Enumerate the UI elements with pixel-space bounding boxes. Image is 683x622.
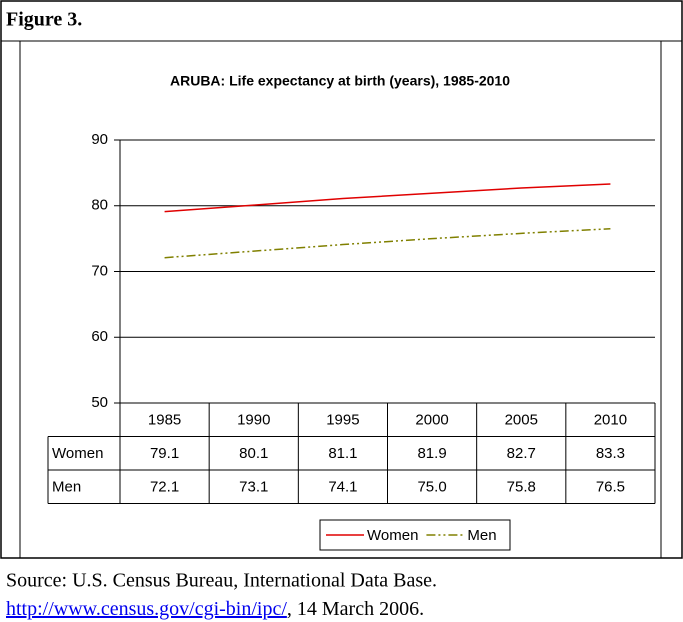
table-value: 72.1 <box>150 479 179 496</box>
x-tick-label: 2010 <box>594 412 627 429</box>
x-tick-label: 1985 <box>148 412 181 429</box>
source-text: Source: U.S. Census Bureau, Internationa… <box>6 570 437 592</box>
table-row-label: Women <box>52 445 103 462</box>
x-tick-label: 2005 <box>505 412 538 429</box>
y-tick-label: 50 <box>91 394 108 411</box>
table-value: 73.1 <box>239 479 268 496</box>
chart-border <box>19 40 662 559</box>
table-value: 75.8 <box>507 479 536 496</box>
y-tick-label: 70 <box>91 262 108 279</box>
table-value: 81.9 <box>417 445 446 462</box>
y-tick-label: 90 <box>91 131 108 148</box>
y-tick-label: 80 <box>91 197 108 214</box>
table-value: 79.1 <box>150 445 179 462</box>
source-date: , 14 March 2006. <box>287 598 424 620</box>
series-line <box>164 183 611 213</box>
source-line: http://www.census.gov/cgi-bin/ipc/, 14 M… <box>6 598 424 620</box>
y-tick-label: 60 <box>91 328 108 345</box>
chart-title: ARUBA: Life expectancy at birth (years),… <box>170 73 510 89</box>
legend-label: Men <box>467 527 496 544</box>
table-value: 74.1 <box>328 479 357 496</box>
table-value: 81.1 <box>328 445 357 462</box>
x-tick-label: 1990 <box>237 412 270 429</box>
figure-title: Figure 3. <box>6 9 82 31</box>
series-line <box>164 228 611 259</box>
table-value: 75.0 <box>417 479 446 496</box>
x-tick-label: 1995 <box>326 412 359 429</box>
table-value: 82.7 <box>507 445 536 462</box>
source-link[interactable]: http://www.census.gov/cgi-bin/ipc/ <box>6 598 287 620</box>
table-value: 76.5 <box>596 479 625 496</box>
legend-label: Women <box>367 527 418 544</box>
table-value: 80.1 <box>239 445 268 462</box>
table-row-label: Men <box>52 479 81 496</box>
table-value: 83.3 <box>596 445 625 462</box>
x-tick-label: 2000 <box>415 412 448 429</box>
